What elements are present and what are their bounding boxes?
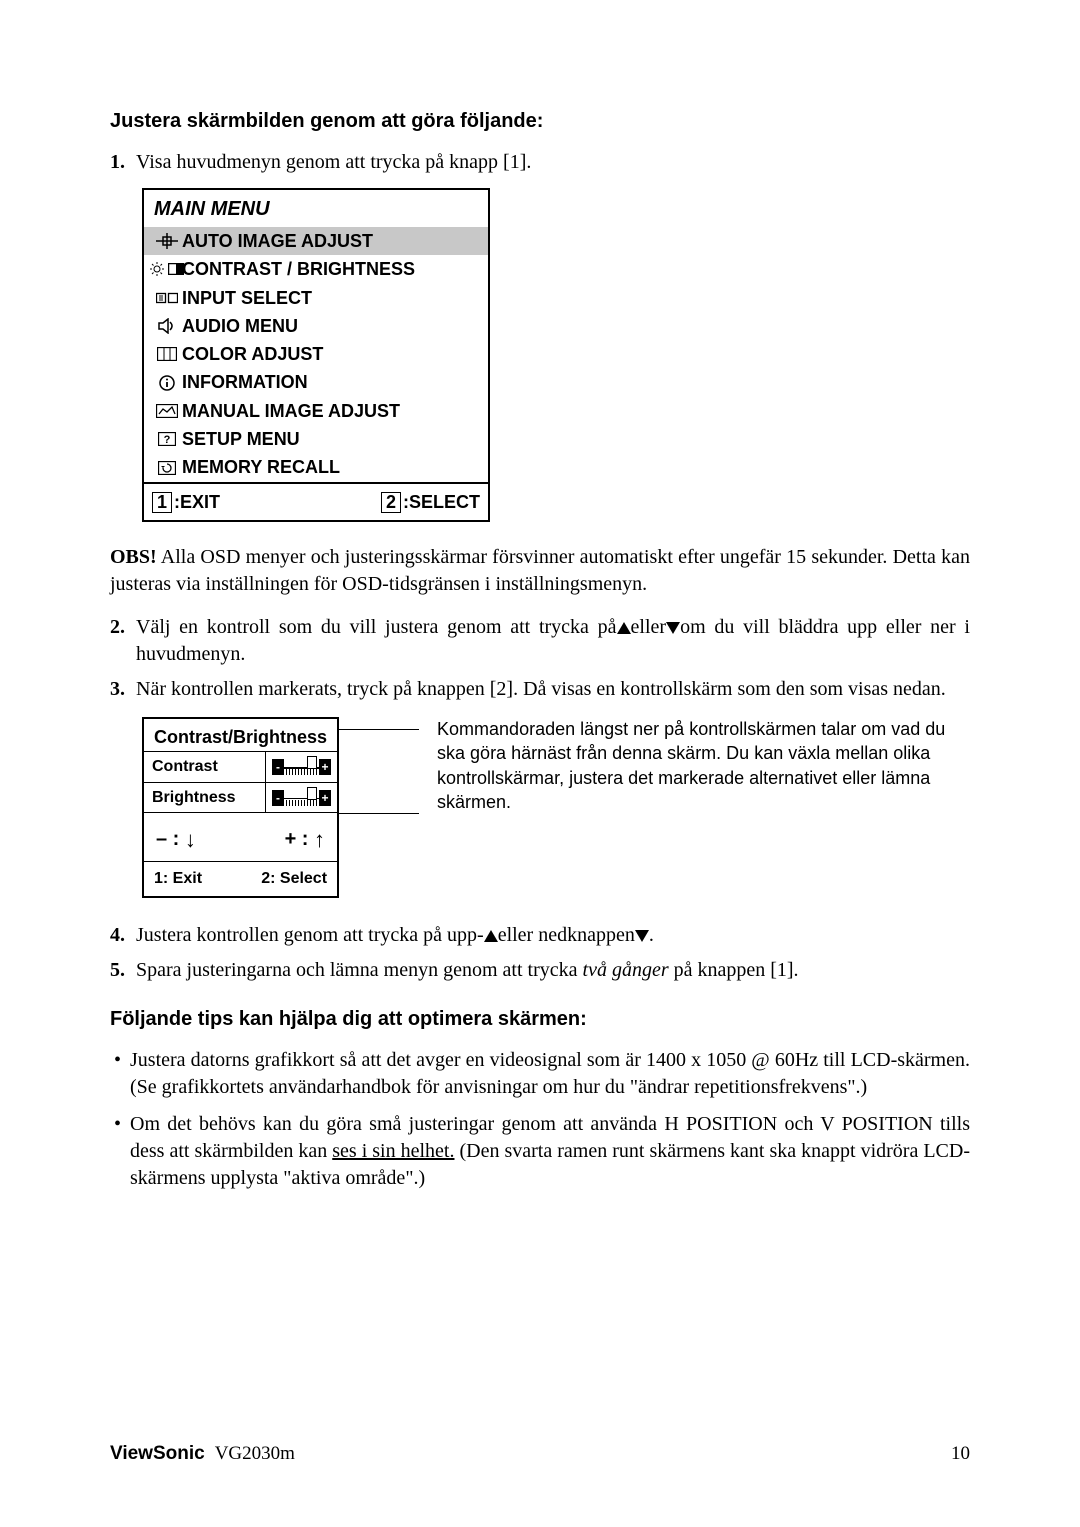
step-2-mid: eller xyxy=(631,616,667,638)
crosshair-icon xyxy=(152,233,182,249)
step-5-post: på knappen [1]. xyxy=(669,959,799,981)
triangle-down-icon xyxy=(666,622,680,634)
step-5-text: Spara justeringarna och lämna menyn geno… xyxy=(136,957,970,984)
tip-1-text: Justera datorns grafikkort så att det av… xyxy=(130,1047,970,1101)
cb-plus-label: + : xyxy=(285,828,309,850)
contrast-brightness-figure: Contrast/Brightness Contrast -+ Brightne… xyxy=(142,717,970,898)
lead-line-bottom xyxy=(339,813,419,814)
cb-mid-row: – : ↓ + : ↑ xyxy=(144,813,337,861)
osd-item-3: AUDIO MENU xyxy=(144,312,488,340)
step-1-text: Visa huvudmenyn genom att trycka på knap… xyxy=(136,149,970,176)
note-label: OBS! xyxy=(110,546,157,568)
step-3-text: När kontrollen markerats, tryck på knapp… xyxy=(136,676,970,703)
footer-brand: ViewSonic xyxy=(110,1441,205,1467)
manual-adjust-icon xyxy=(152,404,182,418)
svg-text:?: ? xyxy=(164,434,171,446)
contrast-brightness-icon xyxy=(152,262,182,276)
osd-item-8: MEMORY RECALL xyxy=(144,453,488,481)
cb-row-brightness: Brightness xyxy=(144,783,266,813)
step-2-text: Välj en kontroll som du vill justera gen… xyxy=(136,614,970,668)
osd-exit: :EXIT xyxy=(174,492,220,512)
step-1-num: 1. xyxy=(110,149,136,176)
osd-item-0: AUTO IMAGE ADJUST xyxy=(144,227,488,255)
footer-model: VG2030m xyxy=(215,1441,295,1467)
osd-item-label: MEMORY RECALL xyxy=(182,455,340,479)
osd-item-label: MANUAL IMAGE ADJUST xyxy=(182,399,400,423)
cb-select: 2: Select xyxy=(261,868,327,890)
audio-icon xyxy=(152,318,182,334)
color-adjust-icon xyxy=(152,347,182,361)
osd-footer: 1:EXIT 2:SELECT xyxy=(144,482,488,520)
cb-exit: 1: Exit xyxy=(154,868,261,890)
tip-2-underline: ses i sin helhet. xyxy=(332,1140,454,1162)
triangle-up-icon xyxy=(484,930,498,942)
osd-item-7: ? SETUP MENU xyxy=(144,425,488,453)
osd-item-1: CONTRAST / BRIGHTNESS xyxy=(144,255,488,283)
osd-item-5: INFORMATION xyxy=(144,368,488,396)
osd-item-6: MANUAL IMAGE ADJUST xyxy=(144,397,488,425)
step-2-num: 2. xyxy=(110,614,136,668)
heading-tips: Följande tips kan hjälpa dig att optimer… xyxy=(110,1006,970,1033)
step-4-pre: Justera kontrollen genom att trycka på u… xyxy=(136,924,484,946)
cb-title: Contrast/Brightness xyxy=(144,725,337,751)
osd-main-menu: MAIN MENU AUTO IMAGE ADJUST CONTRAST / BR… xyxy=(142,188,490,522)
note-obs: OBS! Alla OSD menyer och justeringsskärm… xyxy=(110,544,970,598)
page-footer: ViewSonic VG2030m 10 xyxy=(110,1441,970,1467)
step-5-em: två gånger xyxy=(583,959,669,981)
heading-adjust: Justera skärmbilden genom att göra följa… xyxy=(110,108,970,135)
note-text: Alla OSD menyer och justeringsskärmar fö… xyxy=(110,546,970,595)
osd-title: MAIN MENU xyxy=(144,190,488,227)
osd-item-label: COLOR ADJUST xyxy=(182,342,323,366)
tip-2-text: Om det behövs kan du göra små justeringa… xyxy=(130,1111,970,1192)
tip-2: • Om det behövs kan du göra små justerin… xyxy=(110,1111,970,1192)
triangle-up-icon xyxy=(617,622,631,634)
lead-line-top xyxy=(339,729,419,730)
setup-menu-icon: ? xyxy=(152,432,182,446)
input-select-icon xyxy=(152,291,182,305)
memory-recall-icon xyxy=(152,461,182,475)
bullet: • xyxy=(110,1047,130,1101)
osd-item-label: AUDIO MENU xyxy=(182,314,298,338)
bullet: • xyxy=(110,1111,130,1192)
osd-select: :SELECT xyxy=(403,492,480,512)
step-4: 4. Justera kontrollen genom att trycka p… xyxy=(110,922,970,949)
triangle-down-icon xyxy=(635,930,649,942)
cb-row-contrast: Contrast xyxy=(144,752,266,782)
contrast-slider: -+ xyxy=(266,754,337,780)
osd-item-label: INPUT SELECT xyxy=(182,286,312,310)
osd-item-label: CONTRAST / BRIGHTNESS xyxy=(182,257,415,281)
info-icon xyxy=(152,375,182,391)
callout-text: Kommandoraden längst ner på kontrollskär… xyxy=(437,717,970,814)
osd-key-1: 1 xyxy=(152,492,172,514)
arrow-down-icon: ↓ xyxy=(185,827,196,852)
step-5-pre: Spara justeringarna och lämna menyn geno… xyxy=(136,959,583,981)
cb-minus-label: – : xyxy=(156,828,179,850)
step-4-text: Justera kontrollen genom att trycka på u… xyxy=(136,922,970,949)
step-1: 1. Visa huvudmenyn genom att trycka på k… xyxy=(110,149,970,176)
osd-key-2: 2 xyxy=(381,492,401,514)
step-3-num: 3. xyxy=(110,676,136,703)
step-2-pre: Välj en kontroll som du vill justera gen… xyxy=(136,616,617,638)
osd-item-4: COLOR ADJUST xyxy=(144,340,488,368)
osd-item-label: AUTO IMAGE ADJUST xyxy=(182,229,373,253)
step-4-mid: eller nedknappen xyxy=(498,924,635,946)
brightness-slider: -+ xyxy=(266,785,337,811)
step-2: 2. Välj en kontroll som du vill justera … xyxy=(110,614,970,668)
tip-1: • Justera datorns grafikkort så att det … xyxy=(110,1047,970,1101)
footer-page: 10 xyxy=(951,1441,970,1467)
step-5-num: 5. xyxy=(110,957,136,984)
osd-item-label: SETUP MENU xyxy=(182,427,300,451)
contrast-brightness-panel: Contrast/Brightness Contrast -+ Brightne… xyxy=(142,717,339,898)
step-4-num: 4. xyxy=(110,922,136,949)
step-3: 3. När kontrollen markerats, tryck på kn… xyxy=(110,676,970,703)
step-4-post: . xyxy=(649,924,654,946)
osd-item-label: INFORMATION xyxy=(182,370,308,394)
arrow-up-icon: ↑ xyxy=(314,827,325,852)
cb-footer: 1: Exit 2: Select xyxy=(144,861,337,896)
osd-item-2: INPUT SELECT xyxy=(144,284,488,312)
step-5: 5. Spara justeringarna och lämna menyn g… xyxy=(110,957,970,984)
